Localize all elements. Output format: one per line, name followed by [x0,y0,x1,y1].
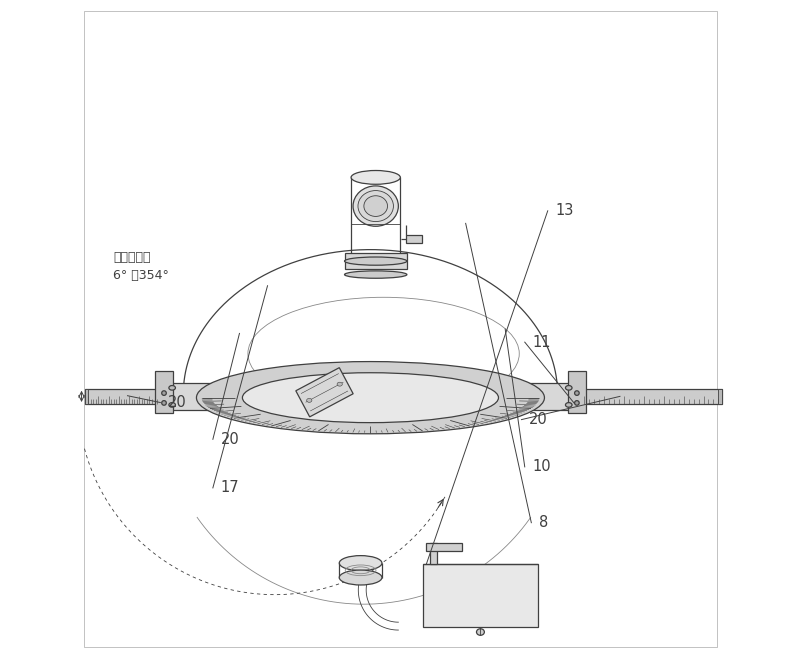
Ellipse shape [339,570,382,585]
Ellipse shape [364,195,387,216]
Ellipse shape [566,403,572,407]
Bar [160,383,581,409]
Bar [406,235,422,243]
Bar [581,389,722,403]
Ellipse shape [353,186,398,226]
Ellipse shape [477,629,484,636]
Text: 10: 10 [533,459,551,474]
Bar [426,544,462,551]
Ellipse shape [337,382,342,386]
Ellipse shape [351,170,400,184]
Text: 17: 17 [221,480,239,495]
Text: 11: 11 [533,335,551,349]
Bar [85,389,160,403]
Ellipse shape [345,257,407,265]
Ellipse shape [574,391,579,395]
Bar [85,389,88,403]
Text: 13: 13 [556,203,574,218]
Ellipse shape [169,403,175,407]
Polygon shape [296,368,353,417]
Ellipse shape [183,384,558,404]
Bar [345,253,407,269]
Ellipse shape [162,391,166,395]
Text: 8: 8 [539,515,549,530]
Bar [568,370,586,413]
Bar [423,565,538,627]
Ellipse shape [197,361,545,434]
Ellipse shape [566,386,572,390]
Ellipse shape [306,398,312,402]
Ellipse shape [242,372,498,422]
Ellipse shape [169,386,175,390]
Ellipse shape [345,271,407,278]
Bar [430,544,438,565]
Bar [718,389,722,403]
Text: 20: 20 [221,432,239,447]
Ellipse shape [339,555,382,570]
Bar [155,370,174,413]
Text: 20: 20 [530,412,548,427]
Text: 20: 20 [168,395,187,410]
Text: 可旋转角度
6° ～354°: 可旋转角度 6° ～354° [113,251,169,282]
Ellipse shape [358,191,394,222]
Ellipse shape [162,401,166,405]
Ellipse shape [574,401,579,405]
